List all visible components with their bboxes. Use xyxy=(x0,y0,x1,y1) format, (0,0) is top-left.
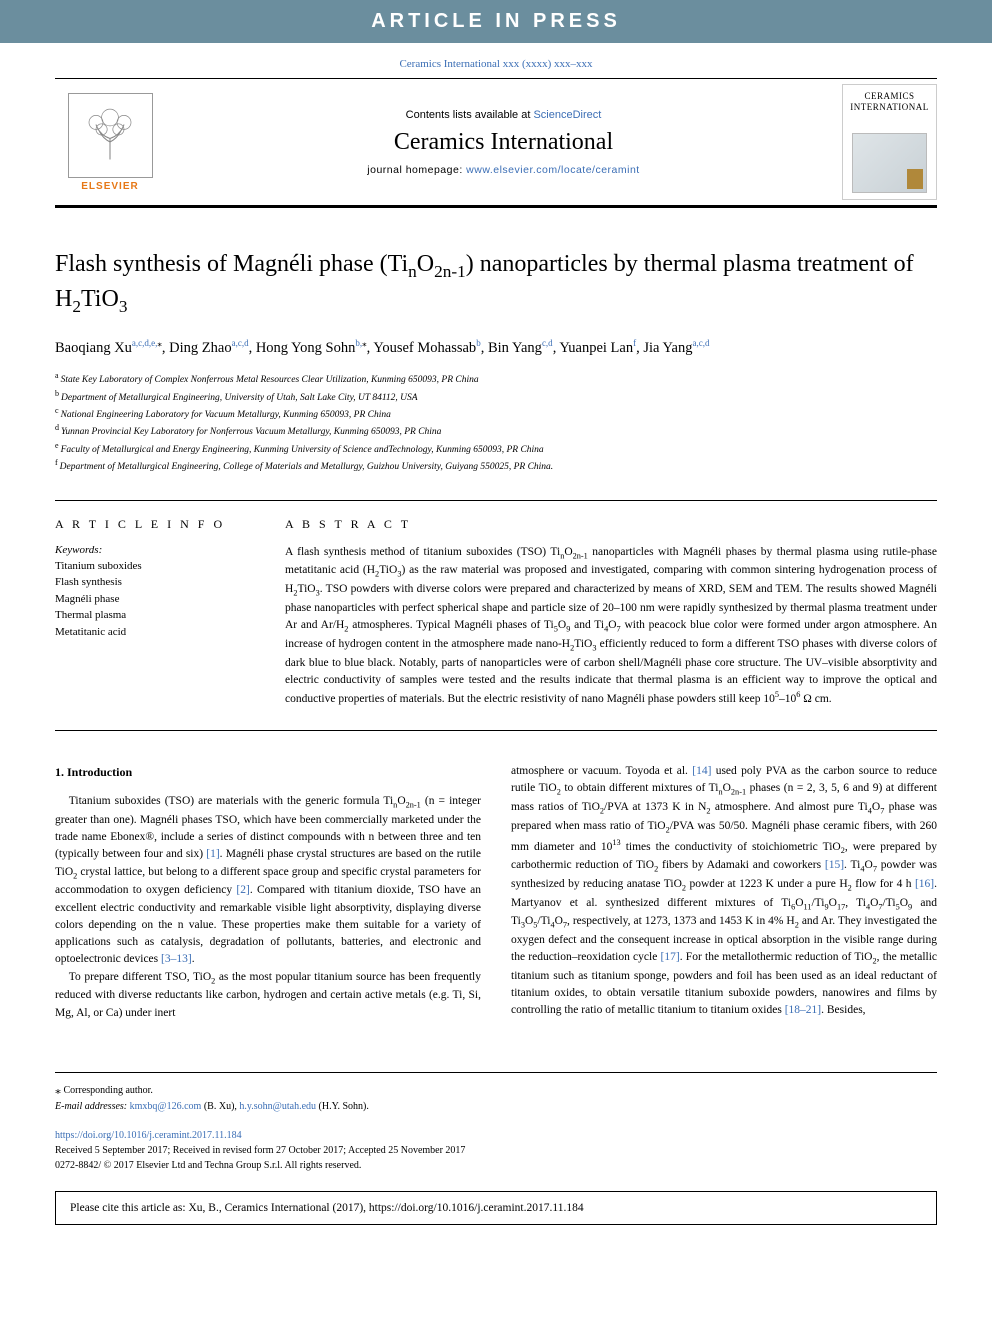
keywords-label: Keywords: xyxy=(55,544,255,556)
author-email-link[interactable]: kmxbq@126.com xyxy=(130,1101,202,1112)
journal-homepage-line: journal homepage: www.elsevier.com/locat… xyxy=(367,164,639,176)
publisher-name: ELSEVIER xyxy=(81,181,138,192)
paper-title: Flash synthesis of Magnéli phase (TinO2n… xyxy=(55,248,937,318)
cover-image-icon xyxy=(852,133,927,193)
cite-this-article-box: Please cite this article as: Xu, B., Cer… xyxy=(55,1191,937,1225)
affiliation-list: aState Key Laboratory of Complex Nonferr… xyxy=(55,370,937,474)
sciencedirect-link[interactable]: ScienceDirect xyxy=(533,109,601,121)
publisher-logo: ELSEVIER xyxy=(55,79,165,205)
body-column-right: atmosphere or vacuum. Toyoda et al. [14]… xyxy=(511,763,937,1022)
article-info-block: A R T I C L E I N F O Keywords: Titanium… xyxy=(55,517,255,708)
received-dates: Received 5 September 2017; Received in r… xyxy=(55,1145,465,1156)
contents-prefix: Contents lists available at xyxy=(406,109,534,121)
introduction-heading: 1. Introduction xyxy=(55,763,481,781)
body-two-column: 1. Introduction Titanium suboxides (TSO)… xyxy=(55,763,937,1022)
journal-reference-line: Ceramics International xxx (xxxx) xxx–xx… xyxy=(0,43,992,78)
contents-available-line: Contents lists available at ScienceDirec… xyxy=(406,109,602,121)
email-addresses-line: E-mail addresses: kmxbq@126.com (B. Xu),… xyxy=(55,1099,937,1114)
body-text-right: atmosphere or vacuum. Toyoda et al. [14]… xyxy=(511,763,937,1020)
elsevier-tree-icon xyxy=(68,93,153,178)
affiliation-item: dYunnan Provincial Key Laboratory for No… xyxy=(55,422,937,439)
doi-block: https://doi.org/10.1016/j.ceramint.2017.… xyxy=(55,1128,937,1173)
author-list: Baoqiang Xua,c,d,e,⁎, Ding Zhaoa,c,d, Ho… xyxy=(55,336,937,360)
journal-homepage-link[interactable]: www.elsevier.com/locate/ceramint xyxy=(466,164,640,176)
abstract-heading: A B S T R A C T xyxy=(285,517,937,532)
masthead-center: Contents lists available at ScienceDirec… xyxy=(165,79,842,205)
doi-link[interactable]: https://doi.org/10.1016/j.ceramint.2017.… xyxy=(55,1130,242,1141)
homepage-prefix: journal homepage: xyxy=(367,164,466,176)
copyright-line: 0272-8842/ © 2017 Elsevier Ltd and Techn… xyxy=(55,1160,361,1171)
keyword-item: Thermal plasma xyxy=(55,607,255,624)
keyword-item: Titanium suboxides xyxy=(55,558,255,575)
keyword-item: Flash synthesis xyxy=(55,574,255,591)
keyword-item: Magnéli phase xyxy=(55,591,255,608)
affiliation-item: cNational Engineering Laboratory for Vac… xyxy=(55,405,937,422)
affiliation-item: eFaculty of Metallurgical and Energy Eng… xyxy=(55,440,937,457)
affiliation-item: aState Key Laboratory of Complex Nonferr… xyxy=(55,370,937,387)
footnotes-block: ⁎ Corresponding author. E-mail addresses… xyxy=(55,1072,937,1114)
info-abstract-row: A R T I C L E I N F O Keywords: Titanium… xyxy=(55,500,937,731)
body-text-left: Titanium suboxides (TSO) are materials w… xyxy=(55,793,481,1022)
cover-title: CERAMICSINTERNATIONAL xyxy=(850,91,929,113)
masthead: ELSEVIER Contents lists available at Sci… xyxy=(55,78,937,208)
body-column-left: 1. Introduction Titanium suboxides (TSO)… xyxy=(55,763,481,1022)
journal-title: Ceramics International xyxy=(394,129,613,156)
journal-reference-link[interactable]: Ceramics International xxx (xxxx) xxx–xx… xyxy=(399,58,592,70)
author-email-link[interactable]: h.y.sohn@utah.edu xyxy=(239,1101,316,1112)
journal-cover-thumbnail: CERAMICSINTERNATIONAL xyxy=(842,84,937,200)
affiliation-item: bDepartment of Metallurgical Engineering… xyxy=(55,388,937,405)
keyword-item: Metatitanic acid xyxy=(55,624,255,641)
article-info-heading: A R T I C L E I N F O xyxy=(55,517,255,532)
affiliation-item: fDepartment of Metallurgical Engineering… xyxy=(55,457,937,474)
keywords-list: Titanium suboxidesFlash synthesisMagnéli… xyxy=(55,558,255,641)
corresponding-author-note: ⁎ Corresponding author. xyxy=(55,1081,937,1099)
emails-label: E-mail addresses: xyxy=(55,1101,127,1112)
abstract-block: A B S T R A C T A flash synthesis method… xyxy=(285,517,937,708)
abstract-text: A flash synthesis method of titanium sub… xyxy=(285,544,937,708)
article-in-press-banner: ARTICLE IN PRESS xyxy=(0,0,992,43)
